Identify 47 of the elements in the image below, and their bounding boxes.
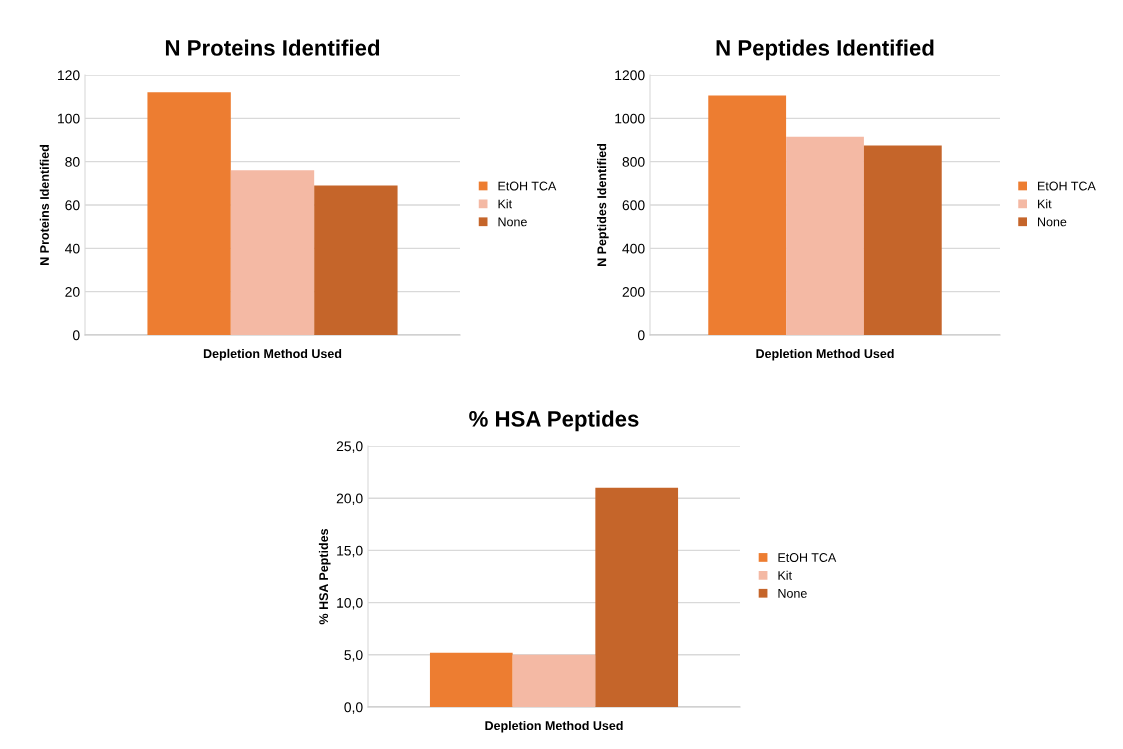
- y-tick-label: 20,0: [336, 493, 363, 506]
- y-tick-label: 0: [72, 330, 80, 341]
- bar: [595, 487, 679, 707]
- legend-label: Kit: [1038, 199, 1052, 209]
- bar: [512, 654, 596, 707]
- legend-label: Kit: [778, 570, 792, 580]
- y-tick-label: 0,0: [344, 702, 363, 714]
- legend-label: None: [498, 217, 527, 227]
- y-tick-label: 120: [58, 70, 80, 81]
- y-tick-label: 15,0: [337, 545, 363, 558]
- y-tick-label: 800: [622, 157, 645, 167]
- bar: [786, 136, 864, 335]
- y-tick-label: 80: [65, 157, 80, 167]
- chart-title: N Peptides Identified: [716, 39, 934, 61]
- bar: [429, 652, 513, 707]
- y-tick-label: 20: [65, 287, 80, 297]
- bar: [147, 92, 231, 335]
- y-tick-label: 100: [58, 113, 80, 124]
- legend-label: EtOH TCA: [1038, 181, 1096, 191]
- x-axis-title: Depletion Method Used: [756, 348, 894, 361]
- legend-label: EtOH TCA: [498, 181, 557, 191]
- y-axis-title: % HSA Peptides: [318, 528, 331, 625]
- legend-label: None: [778, 589, 807, 598]
- legend-label: EtOH TCA: [778, 553, 837, 562]
- y-tick-label: 1000: [615, 113, 645, 124]
- bar: [863, 145, 942, 335]
- chart-title: N Proteins Identified: [165, 39, 380, 56]
- bar: [314, 185, 398, 335]
- y-tick-label: 60: [65, 200, 80, 211]
- y-tick-label: 10,0: [337, 597, 363, 610]
- y-axis-title: N Proteins Identified: [39, 145, 49, 265]
- y-tick-label: 40: [65, 243, 80, 254]
- y-tick-label: 1200: [615, 70, 645, 81]
- legend-label: Kit: [498, 199, 512, 209]
- x-axis-title: Depletion Method Used: [203, 348, 342, 361]
- y-tick-label: 600: [622, 200, 645, 211]
- y-axis-title: N Peptides Identified: [597, 144, 609, 266]
- x-axis-title: Depletion Method Used: [485, 720, 623, 733]
- y-tick-label: 0: [637, 330, 645, 341]
- y-tick-label: 200: [622, 287, 645, 297]
- y-tick-label: 400: [622, 243, 645, 254]
- chart-title: % HSA Peptides: [469, 410, 639, 432]
- bar: [230, 170, 315, 335]
- y-tick-label: 5,0: [344, 650, 363, 662]
- bar: [708, 95, 787, 335]
- y-tick-label: 25,0: [336, 441, 363, 453]
- legend-label: None: [1038, 217, 1067, 227]
